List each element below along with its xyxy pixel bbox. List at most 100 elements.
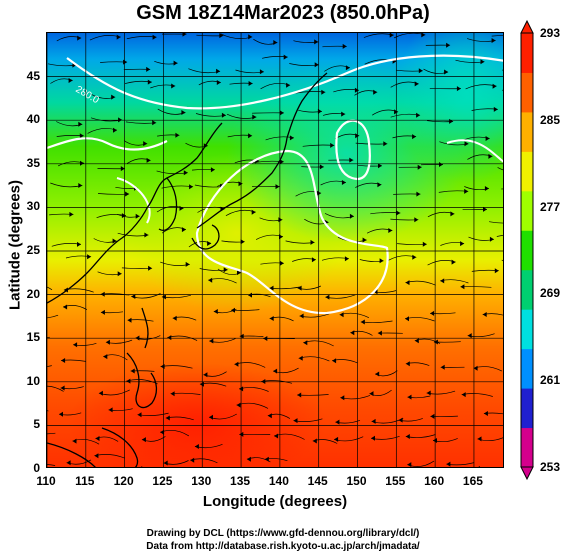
streamline-arrow (251, 209, 256, 215)
streamline-arrow (116, 34, 121, 40)
streamline-arrow (375, 371, 380, 377)
streamline-arrow (467, 333, 472, 339)
streamline-arrow (342, 43, 347, 49)
y-tick-label: 35 (26, 155, 40, 170)
streamline-arrow (345, 65, 350, 71)
streamline-arrow (78, 121, 83, 127)
streamline-arrow (113, 127, 117, 133)
credit-dcl: Drawing by DCL (https://www.gfd-dennou.o… (146, 528, 420, 539)
streamline-arrow (480, 59, 485, 65)
streamline-arrow (377, 182, 382, 188)
streamline-arrow (412, 134, 417, 140)
cool-region-east (397, 33, 503, 183)
streamline-arrow (269, 285, 274, 291)
streamline-arrow (78, 183, 83, 188)
streamline-arrow (446, 461, 451, 467)
streamline-arrow (446, 42, 451, 48)
streamline-arrow (146, 66, 151, 72)
streamline-arrow (66, 460, 71, 466)
x-tick-label: 165 (462, 474, 483, 488)
streamline-arrow (383, 141, 388, 147)
streamline-arrow (105, 339, 110, 345)
streamline-arrow (377, 330, 382, 336)
streamline-arrow (379, 258, 384, 264)
streamline-arrow (478, 466, 480, 467)
streamline-arrow (239, 333, 244, 339)
streamline-arrow (210, 167, 215, 173)
y-tick-label: 0 (33, 461, 40, 475)
map-canvas: 280.0 (47, 33, 503, 467)
streamline-arrow (325, 294, 330, 300)
streamline-arrow (199, 381, 204, 387)
streamline-arrow (439, 162, 443, 167)
streamline-arrow (152, 34, 157, 40)
streamline (47, 365, 52, 367)
streamline-arrow (108, 407, 113, 413)
streamline-arrow (111, 94, 116, 100)
streamline-arrow (485, 136, 490, 141)
x-tick-label: 120 (113, 474, 134, 488)
streamline (497, 167, 503, 171)
streamline-arrow (339, 312, 344, 318)
colorbar-segment (521, 72, 533, 113)
streamline-arrow (483, 411, 488, 416)
streamline-arrow (314, 39, 319, 45)
streamline-arrow (289, 135, 294, 141)
streamline-arrow (405, 434, 410, 439)
streamline (489, 221, 503, 224)
streamline-arrow (279, 159, 284, 165)
streamline-arrow (354, 87, 359, 93)
y-tick-label: 25 (26, 243, 40, 257)
streamline-arrow (491, 38, 496, 43)
streamline-arrow (63, 287, 68, 293)
streamline-arrow (378, 163, 382, 169)
streamline-arrow (269, 316, 274, 321)
y-tick-label: 10 (26, 373, 40, 388)
y-tick-label: 20 (26, 286, 40, 301)
streamline-arrow (421, 33, 426, 38)
streamline-arrow (349, 213, 354, 219)
x-tick-label: 145 (307, 474, 328, 488)
streamline-arrow (213, 309, 218, 314)
colorbar-segment (521, 348, 533, 389)
streamline-arrow (483, 206, 487, 212)
streamline-arrow (248, 133, 253, 139)
streamline-arrow (426, 390, 431, 396)
streamline-arrow (183, 170, 188, 176)
streamline-arrow (298, 355, 303, 361)
colorbar-label: 253 (540, 460, 561, 474)
streamline-arrow (248, 292, 252, 298)
streamline-arrow (440, 364, 445, 370)
streamline-arrow (147, 79, 152, 85)
streamline-arrow (248, 81, 253, 86)
x-tick-label: 150 (346, 474, 367, 488)
streamline-arrow (240, 239, 245, 245)
streamline-arrow (112, 238, 117, 244)
streamline-arrow (407, 394, 412, 400)
colorbar-segment (521, 427, 533, 468)
streamline-arrow (371, 418, 376, 424)
streamline-arrow (297, 392, 302, 398)
streamline-arrow (163, 460, 168, 466)
streamline-arrow (440, 278, 445, 284)
streamline-arrow (173, 60, 178, 66)
streamline-arrow (141, 437, 146, 443)
temperature-contours (47, 54, 503, 315)
y-tick-label: 30 (26, 199, 40, 214)
streamline-arrow (275, 184, 280, 190)
streamline-arrow (349, 157, 354, 163)
streamline-arrow (303, 340, 308, 346)
credit-data: Data from http://database.rish.kyoto-u.a… (146, 541, 420, 552)
colorbar-segment (521, 230, 533, 271)
streamline-arrow (120, 166, 125, 172)
streamline-arrow (185, 261, 190, 267)
streamline-arrow (144, 232, 149, 238)
streamline-arrow (209, 414, 213, 420)
streamline-arrow (492, 83, 497, 89)
x-tick-label: 155 (385, 474, 406, 488)
streamline-arrow (418, 68, 423, 74)
streamline-arrow (286, 82, 291, 88)
streamline-arrow (494, 268, 499, 274)
streamline-arrow (72, 438, 77, 444)
colorbar-segment (521, 151, 533, 192)
